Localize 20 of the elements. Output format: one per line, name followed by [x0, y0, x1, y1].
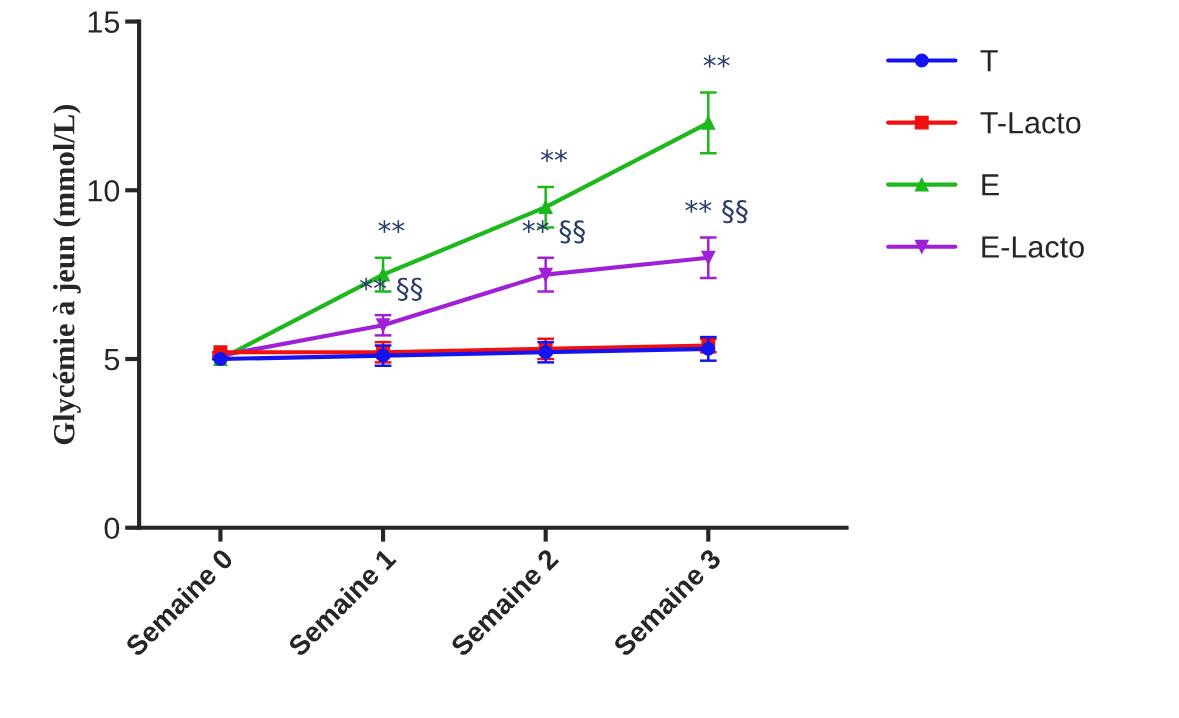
y-tick-label: 15 — [88, 11, 120, 33]
annotation: ** — [378, 220, 405, 233]
y-tick-label: 5 — [104, 349, 120, 371]
point — [538, 345, 553, 360]
point — [701, 115, 716, 130]
point — [376, 318, 390, 333]
annotation: ** — [540, 149, 568, 163]
y-tick-label: 0 — [104, 517, 120, 540]
annotation: ** — [703, 54, 730, 68]
legend-label: T — [980, 50, 998, 72]
point — [701, 250, 716, 265]
legend-label: T-Lacto — [980, 112, 1081, 134]
legend-label: E-Lacto — [982, 236, 1084, 258]
y-axis-title: Glycémie à jeun (mmol/L) — [53, 104, 81, 445]
point — [538, 267, 553, 282]
annotation: ** §§ — [522, 220, 585, 244]
annotation: ** §§ — [685, 200, 748, 224]
y-tick-label: 10 — [88, 180, 120, 202]
legend-label: E — [982, 174, 999, 196]
point — [538, 200, 553, 215]
